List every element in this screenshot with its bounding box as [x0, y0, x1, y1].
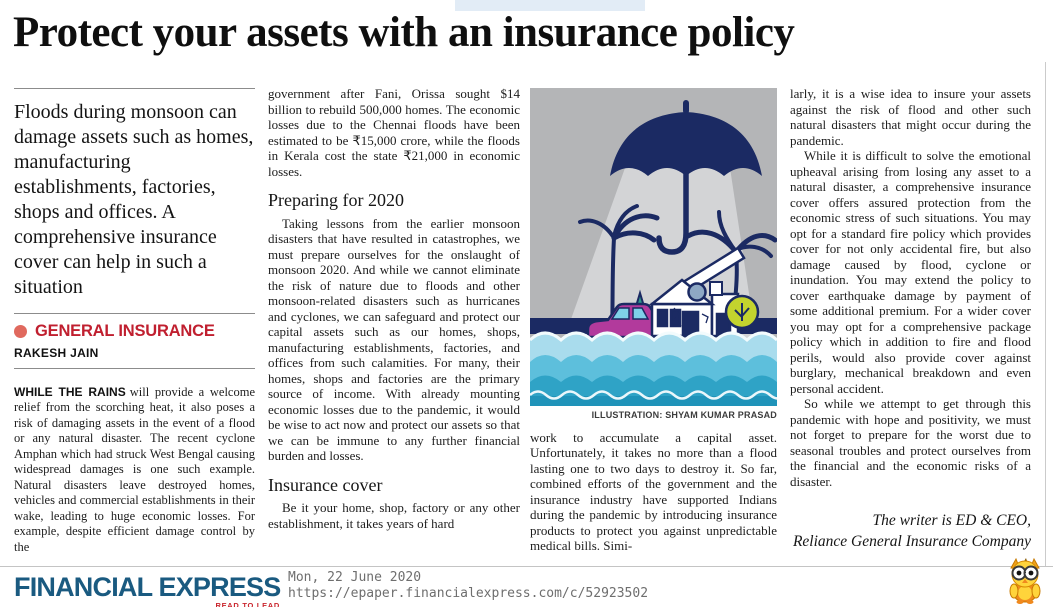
- flood-waves: [530, 331, 777, 406]
- paragraph: government after Fani, Orissa sought $14…: [268, 86, 520, 179]
- section-label: GENERAL INSURANCE: [35, 322, 215, 340]
- epaper-footer: FINANCIAL EXPRESS READ TO LEAD Mon, 22 J…: [0, 558, 1053, 607]
- section-bullet-icon: [14, 324, 27, 338]
- subhead-insurance-cover: Insurance cover: [268, 474, 383, 495]
- brand-wordmark: FINANCIAL EXPRESS: [14, 572, 281, 602]
- palm-tree-icon: [578, 204, 660, 338]
- paragraph: work to accumulate a capital asset. Unfo…: [530, 429, 777, 554]
- illustration-column: ILLUSTRATION: SHYAM KUMAR PRASAD work to…: [530, 88, 777, 554]
- author-credit-line: Reliance General Insurance Company: [792, 532, 1031, 550]
- author-credit-line: The writer is ED & CEO,: [872, 512, 1031, 529]
- paragraph: Be it your home, shop, factory or any ot…: [268, 500, 520, 531]
- paragraph: Taking lessons from the earlier monsoon …: [268, 215, 520, 464]
- flood-umbrella-illustration: [530, 88, 777, 406]
- intro-column: Floods during monsoon can damage assets …: [14, 88, 255, 555]
- right-column-rule: [1045, 62, 1046, 566]
- author-credit: The writer is ED & CEO, Reliance General…: [790, 511, 1031, 553]
- capture-meta: Mon, 22 June 2020 https://epaper.financi…: [288, 570, 648, 601]
- standfirst: Floods during monsoon can damage assets …: [14, 88, 255, 300]
- text-column-4: larly, it is a wise idea to insure your …: [790, 86, 1031, 553]
- paragraph: larly, it is a wise idea to insure your …: [790, 86, 1031, 148]
- epaper-url[interactable]: https://epaper.financialexpress.com/c/52…: [288, 585, 649, 601]
- article-headline: Protect your assets with an insurance po…: [13, 9, 795, 56]
- paragraph: WHILE THE RAINS will provide a welcome re…: [14, 385, 255, 556]
- section-label-row: GENERAL INSURANCE: [14, 313, 255, 347]
- subhead-preparing-for-2020: Preparing for 2020: [268, 190, 404, 210]
- brand-tagline: READ TO LEAD: [215, 601, 280, 607]
- illustration-credit: ILLUSTRATION: SHYAM KUMAR PRASAD: [591, 410, 777, 420]
- financial-express-logo: FINANCIAL EXPRESS READ TO LEAD: [14, 572, 281, 607]
- top-strip: [455, 0, 645, 11]
- byline: RAKESH JAIN: [14, 347, 255, 369]
- lead-in: WHILE THE RAINS: [14, 384, 126, 399]
- capture-date: Mon, 22 June 2020: [288, 570, 422, 585]
- text-column-2: government after Fani, Orissa sought $14…: [268, 86, 520, 531]
- paragraph-text: will provide a welcome relief from the s…: [14, 384, 255, 554]
- round-tree-icon: [724, 294, 760, 330]
- paragraph: So while we attempt to get through this …: [790, 396, 1031, 489]
- umbrella-icon: [610, 100, 762, 255]
- owl-mascot-icon[interactable]: [1001, 558, 1049, 604]
- paragraph: While it is difficult to solve the emoti…: [790, 148, 1031, 396]
